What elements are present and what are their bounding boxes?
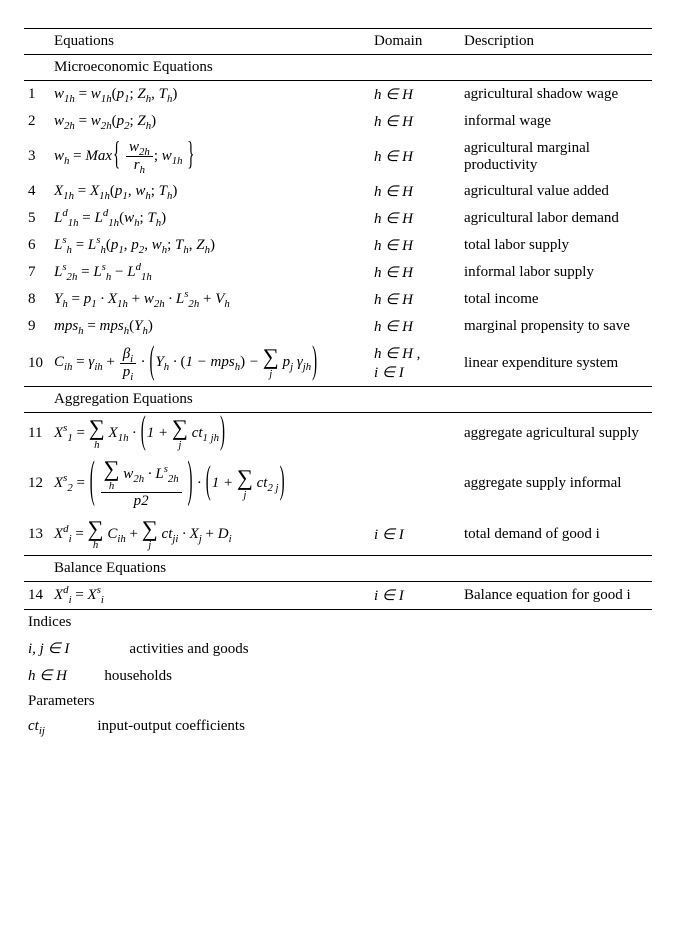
index-desc: households xyxy=(104,668,172,684)
section-microeconomic: Microeconomic Equations xyxy=(24,55,652,81)
section-aggregation: Aggregation Equations xyxy=(24,387,652,413)
row-domain xyxy=(370,454,460,513)
row-num: 13 xyxy=(24,514,50,556)
index-row: i, j ∈ I activities and goods xyxy=(24,635,652,662)
index-row: h ∈ H households xyxy=(24,662,652,689)
row-num: 6 xyxy=(24,232,50,259)
equation: X1h = X1h(p1, wh; Th) xyxy=(50,178,370,205)
equation: Lsh = Lsh(p1, p2, wh; Th, Zh) xyxy=(50,232,370,259)
parameter-desc: input-output coefficients xyxy=(97,718,245,734)
col-equations: Equations xyxy=(50,29,370,55)
section-title: Aggregation Equations xyxy=(50,387,652,413)
row-num: 8 xyxy=(24,286,50,313)
equation: Xdi = Xsi xyxy=(50,581,370,609)
row-desc: linear expenditure system xyxy=(460,340,652,387)
row-domain: i ∈ I xyxy=(370,581,460,609)
indices-heading: Indices xyxy=(24,609,652,635)
row-domain: h ∈ H xyxy=(370,135,460,178)
row-desc: total income xyxy=(460,286,652,313)
index-symbol: i, j ∈ I xyxy=(28,641,69,657)
row-domain xyxy=(370,413,460,455)
row-num: 3 xyxy=(24,135,50,178)
row-domain: i ∈ I xyxy=(370,514,460,556)
row-domain: h ∈ H xyxy=(370,286,460,313)
row-desc: total demand of good i xyxy=(460,514,652,556)
equation: Xs2 = ( ∑h w2h · Ls2h p2 ) · ( 1 + ∑j ct… xyxy=(50,454,370,513)
row-desc: informal wage xyxy=(460,108,652,135)
table-row: 4 X1h = X1h(p1, wh; Th) h ∈ H agricultur… xyxy=(24,178,652,205)
parameter-symbol: ctij xyxy=(28,718,45,734)
col-domain: Domain xyxy=(370,29,460,55)
table-row: 9 mpsh = mpsh(Yh) h ∈ H marginal propens… xyxy=(24,313,652,340)
index-symbol: h ∈ H xyxy=(28,668,67,684)
equation-table: Equations Domain Description Microeconom… xyxy=(24,28,652,739)
index-desc: activities and goods xyxy=(129,641,248,657)
equation: wh = Max{ w2hrh; w1h } xyxy=(50,135,370,178)
row-desc: agricultural value added xyxy=(460,178,652,205)
row-num: 10 xyxy=(24,340,50,387)
row-desc: agricultural shadow wage xyxy=(460,81,652,109)
row-num: 4 xyxy=(24,178,50,205)
row-domain: h ∈ H xyxy=(370,178,460,205)
row-desc: marginal propensity to save xyxy=(460,313,652,340)
row-num: 12 xyxy=(24,454,50,513)
table-row: 12 Xs2 = ( ∑h w2h · Ls2h p2 ) · ( 1 + ∑j… xyxy=(24,454,652,513)
row-domain: h ∈ H , i ∈ I xyxy=(370,340,460,387)
section-balance: Balance Equations xyxy=(24,555,652,581)
row-domain: h ∈ H xyxy=(370,259,460,286)
col-description: Description xyxy=(460,29,652,55)
table-row: 13 Xdi = ∑h Cih + ∑j ctji · Xj + Di i ∈ … xyxy=(24,514,652,556)
table-row: 14 Xdi = Xsi i ∈ I Balance equation for … xyxy=(24,581,652,609)
row-desc: aggregate supply informal xyxy=(460,454,652,513)
equation: Xdi = ∑h Cih + ∑j ctji · Xj + Di xyxy=(50,514,370,556)
table-row: 5 Ld1h = Ld1h(wh; Th) h ∈ H agricultural… xyxy=(24,205,652,232)
row-num: 2 xyxy=(24,108,50,135)
row-desc: total labor supply xyxy=(460,232,652,259)
row-num: 14 xyxy=(24,581,50,609)
row-desc: Balance equation for good i xyxy=(460,581,652,609)
row-num: 7 xyxy=(24,259,50,286)
equation: Ld1h = Ld1h(wh; Th) xyxy=(50,205,370,232)
row-num: 11 xyxy=(24,413,50,455)
table-header-row: Equations Domain Description xyxy=(24,29,652,55)
row-desc: informal labor supply xyxy=(460,259,652,286)
row-num: 1 xyxy=(24,81,50,109)
table-row: 7 Ls2h = Lsh − Ld1h h ∈ H informal labor… xyxy=(24,259,652,286)
section-title: Microeconomic Equations xyxy=(50,55,652,81)
row-desc: aggregate agricultural supply xyxy=(460,413,652,455)
equation: Xs1 = ∑h X1h · ( 1 + ∑j ct1 jh ) xyxy=(50,413,370,455)
parameters-heading: Parameters xyxy=(24,689,652,714)
section-title: Balance Equations xyxy=(50,555,652,581)
row-num: 9 xyxy=(24,313,50,340)
equation: w2h = w2h(p2; Zh) xyxy=(50,108,370,135)
equation: mpsh = mpsh(Yh) xyxy=(50,313,370,340)
table-row: 1 w1h = w1h(p1; Zh, Th) h ∈ H agricultur… xyxy=(24,81,652,109)
equation: Ls2h = Lsh − Ld1h xyxy=(50,259,370,286)
row-domain: h ∈ H xyxy=(370,108,460,135)
table-row: 6 Lsh = Lsh(p1, p2, wh; Th, Zh) h ∈ H to… xyxy=(24,232,652,259)
row-num: 5 xyxy=(24,205,50,232)
parameter-row: ctij input-output coefficients xyxy=(24,714,652,739)
table-row: 3 wh = Max{ w2hrh; w1h } h ∈ H agricultu… xyxy=(24,135,652,178)
row-domain: h ∈ H xyxy=(370,81,460,109)
table-row: 10 Cih = γih + βipi · ( Yh · (1 − mpsh) … xyxy=(24,340,652,387)
equation: w1h = w1h(p1; Zh, Th) xyxy=(50,81,370,109)
row-domain: h ∈ H xyxy=(370,313,460,340)
table-row: 11 Xs1 = ∑h X1h · ( 1 + ∑j ct1 jh ) aggr… xyxy=(24,413,652,455)
row-domain: h ∈ H xyxy=(370,205,460,232)
row-domain: h ∈ H xyxy=(370,232,460,259)
equation: Cih = γih + βipi · ( Yh · (1 − mpsh) − ∑… xyxy=(50,340,370,387)
row-desc: agricultural labor demand xyxy=(460,205,652,232)
table-row: 2 w2h = w2h(p2; Zh) h ∈ H informal wage xyxy=(24,108,652,135)
row-desc: agricultural marginal productivity xyxy=(460,135,652,178)
table-row: 8 Yh = p1 · X1h + w2h · Ls2h + Vh h ∈ H … xyxy=(24,286,652,313)
equation: Yh = p1 · X1h + w2h · Ls2h + Vh xyxy=(50,286,370,313)
